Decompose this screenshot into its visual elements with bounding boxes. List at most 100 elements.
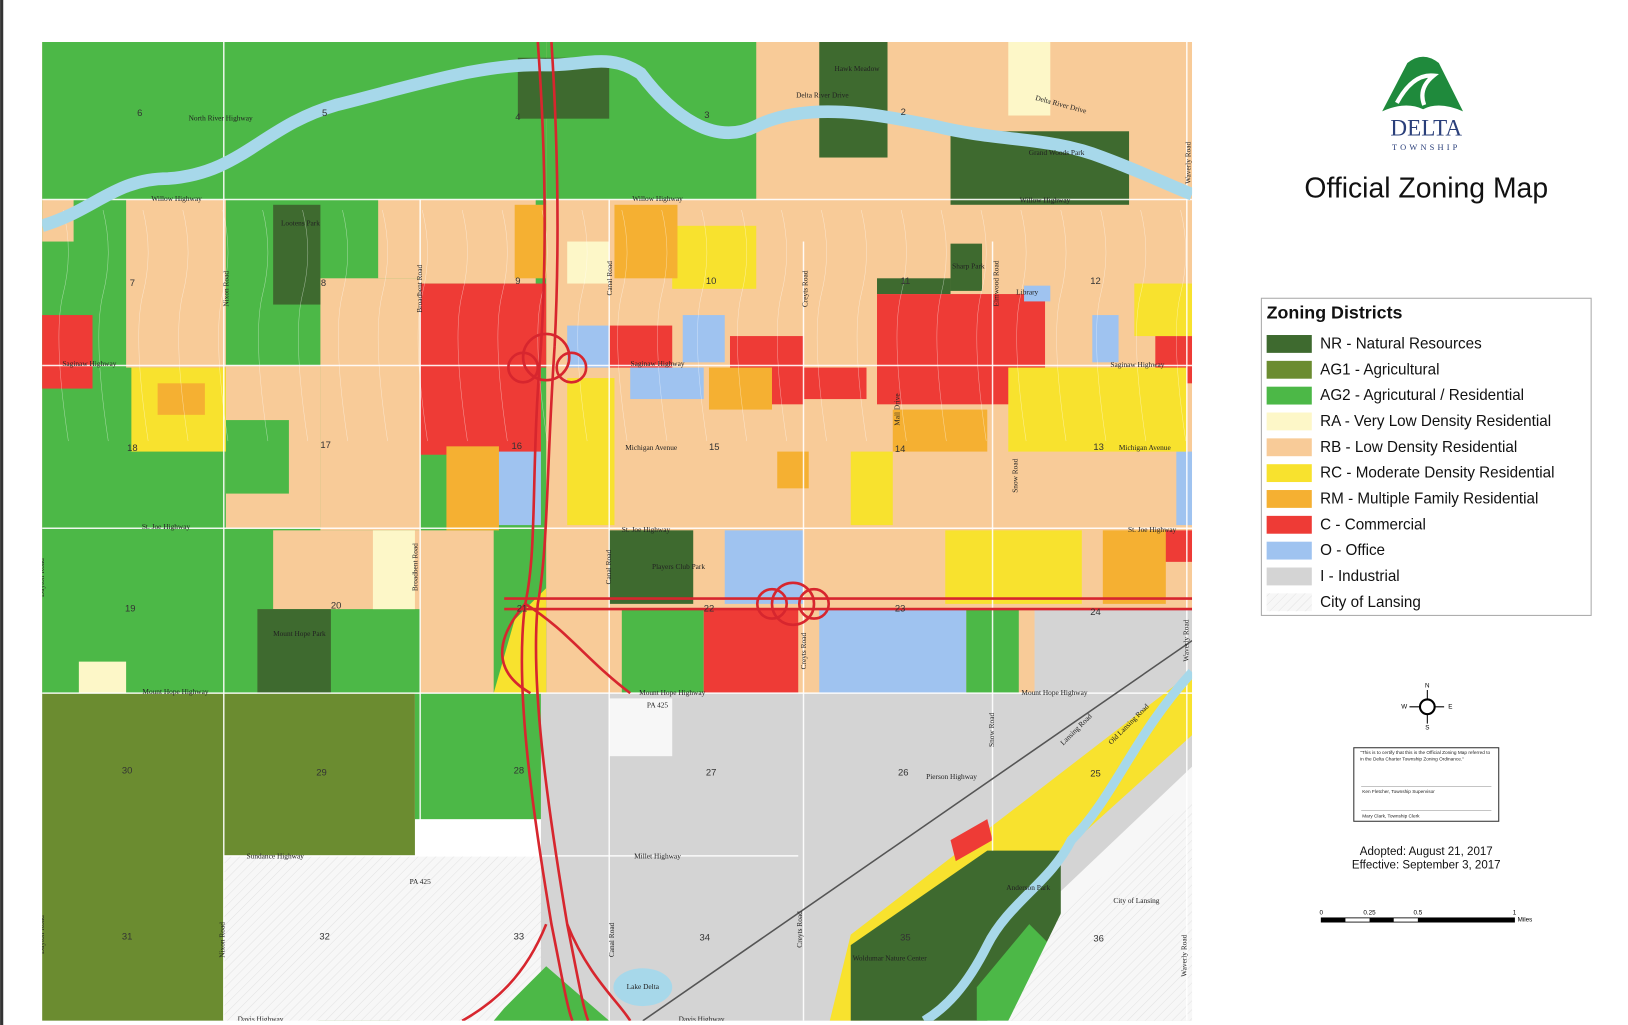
- zone: [446, 446, 499, 531]
- street: [98, 209, 109, 442]
- legend-label: RM - Multiple Family Residential: [1320, 490, 1538, 507]
- compass-e: E: [1448, 703, 1452, 710]
- legend-swatch: [1266, 335, 1312, 353]
- section-number: 12: [1090, 276, 1101, 287]
- zone: [682, 315, 725, 363]
- zone: [1176, 451, 1193, 526]
- highway: [461, 923, 548, 1021]
- map-label: Creyts Road: [799, 633, 808, 670]
- legend-swatch: [1266, 515, 1312, 534]
- street: [776, 209, 787, 442]
- section-number: 2: [901, 107, 906, 118]
- zone: [567, 241, 610, 284]
- section-number: 34: [700, 932, 711, 943]
- street: [1056, 209, 1067, 442]
- logo-name: DELTA: [1390, 115, 1462, 141]
- map-label: Canal Road: [604, 550, 613, 585]
- compass-s: S: [1425, 724, 1429, 731]
- street: [1016, 209, 1027, 442]
- highway: [534, 346, 590, 1021]
- edge: [0, 0, 4, 1025]
- map-label: Willow Highway: [632, 194, 683, 203]
- street: [417, 209, 428, 442]
- map-label: Mount Hope Park: [273, 629, 326, 638]
- street: [258, 209, 269, 442]
- section-number: 30: [122, 765, 132, 776]
- section-number: 22: [704, 604, 715, 615]
- certificate-supervisor: Ken Fletcher, Township Supervisor: [1362, 789, 1435, 795]
- zone: [976, 924, 1051, 1021]
- logo-sub: TOWNSHIP: [1392, 143, 1460, 152]
- certificate-statement-wrap: "This is to certify that this is the Off…: [1360, 750, 1490, 762]
- map-label: Players Club Park: [652, 562, 705, 571]
- river: [42, 55, 1193, 232]
- legend-title: Zoning Districts: [1267, 303, 1403, 323]
- map-label: Lootens Park: [281, 218, 320, 227]
- highway: [520, 346, 574, 1021]
- map-label: Grand Woods Park: [1029, 148, 1085, 157]
- section-number: 26: [898, 767, 909, 778]
- certificate-clerk: Mary Clark, Township Clerk: [1362, 813, 1420, 819]
- zone: [223, 693, 415, 856]
- zone: [567, 378, 615, 526]
- zone: [609, 530, 694, 604]
- street: [936, 209, 947, 442]
- street: [617, 209, 628, 442]
- zone: [1024, 285, 1051, 302]
- legend-label: RA - Very Low Density Residential: [1320, 413, 1551, 430]
- zone: [378, 199, 421, 279]
- interchange: [797, 587, 831, 620]
- zone: [950, 819, 993, 862]
- zone: [614, 204, 678, 279]
- legend-swatch-hatch: [1266, 593, 1312, 612]
- section-number: 25: [1090, 769, 1101, 780]
- section-number: 18: [127, 443, 138, 454]
- map-label: Mount Hope Highway: [1021, 688, 1087, 697]
- street: [537, 209, 548, 442]
- legend-swatch: [1266, 541, 1312, 560]
- street: [218, 209, 229, 442]
- map-label: PA 425: [647, 700, 668, 709]
- map-label: Snow Road: [987, 713, 996, 747]
- zone: [950, 243, 983, 291]
- zone: [493, 588, 547, 694]
- section-number: 8: [321, 278, 326, 289]
- legend-label: AG1 - Agricultural: [1320, 361, 1439, 378]
- street: [298, 209, 309, 442]
- zone: [708, 367, 772, 410]
- highway: [550, 42, 559, 347]
- street: [138, 209, 149, 442]
- section-number: 9: [515, 276, 520, 287]
- sidebar: DELTA TOWNSHIP Official Zoning Map Zonin…: [1260, 56, 1592, 924]
- highway: [642, 639, 1193, 1021]
- map-label: Michigan Avenue: [1119, 443, 1171, 452]
- zone: [609, 325, 673, 368]
- zone: [819, 609, 967, 694]
- zone: [320, 278, 421, 531]
- map-label: Waverly Road: [1179, 934, 1188, 976]
- street: [976, 209, 987, 442]
- zone: [1134, 283, 1193, 337]
- legend-box: [1260, 297, 1592, 616]
- zone: [892, 409, 988, 452]
- legend-swatch: [1266, 386, 1312, 405]
- street: [1136, 209, 1147, 442]
- interchange: [555, 351, 588, 384]
- street: [338, 209, 348, 442]
- map-label: Broadbent Road: [411, 543, 420, 591]
- street: [737, 209, 748, 442]
- street: [856, 209, 867, 442]
- section-number: 6: [137, 108, 142, 119]
- map-label: Creyts Road: [800, 270, 809, 307]
- section-number: 28: [514, 765, 525, 776]
- zone: [1008, 42, 1051, 116]
- map-label: Lake Delta: [627, 982, 660, 991]
- street: [577, 209, 588, 442]
- zone: [850, 451, 893, 526]
- map-label: Mall Drive: [893, 393, 902, 425]
- map-label: Saginaw Highway: [62, 359, 116, 368]
- map-label: Waverly Road: [1184, 141, 1193, 183]
